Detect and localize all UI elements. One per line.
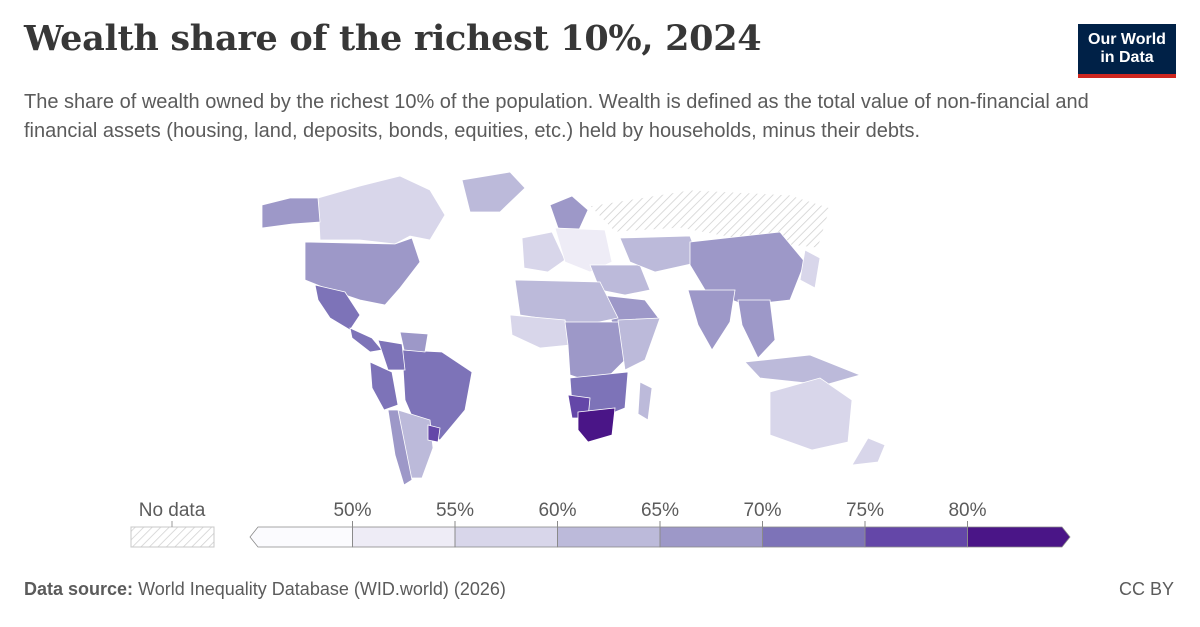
logo-line-2: in Data bbox=[1100, 49, 1154, 66]
region-scandinavia[interactable] bbox=[549, 195, 589, 233]
region-united-states[interactable] bbox=[304, 237, 421, 306]
region-chile[interactable] bbox=[387, 409, 413, 486]
region-greenland[interactable] bbox=[461, 171, 526, 213]
legend-tick-label: 50% bbox=[333, 500, 371, 521]
legend-no-data-label: No data bbox=[139, 500, 206, 521]
region-east-africa[interactable] bbox=[617, 317, 661, 371]
region-madagascar[interactable] bbox=[637, 381, 653, 421]
region-alaska-us[interactable] bbox=[261, 197, 321, 229]
license[interactable]: CC BY bbox=[1118, 579, 1174, 599]
map-regions bbox=[261, 171, 886, 486]
source-label: Data source: bbox=[24, 579, 134, 599]
legend-bin-7 bbox=[967, 526, 1071, 548]
chart-title: Wealth share of the richest 10%, 2024 bbox=[24, 18, 762, 59]
region-south-africa[interactable] bbox=[577, 407, 616, 443]
legend-tick-label: 60% bbox=[538, 500, 576, 521]
logo-accent-bar bbox=[1078, 74, 1176, 78]
region-west-africa[interactable] bbox=[509, 314, 571, 349]
region-australia[interactable] bbox=[769, 377, 853, 451]
source-text[interactable]: World Inequality Database (WID.world) (2… bbox=[138, 579, 506, 599]
owid-logo[interactable]: Our World in Data bbox=[1078, 24, 1176, 78]
region-venezuela[interactable] bbox=[399, 331, 429, 353]
legend-ticks: 50% 55% 60% 65% 70% 75% 80% bbox=[333, 500, 987, 547]
region-japan[interactable] bbox=[799, 249, 821, 289]
region-uruguay[interactable] bbox=[427, 424, 441, 443]
region-india[interactable] bbox=[687, 289, 736, 351]
region-central-america[interactable] bbox=[349, 327, 383, 353]
legend-tick-label: 65% bbox=[641, 500, 679, 521]
legend-bin-2 bbox=[454, 526, 558, 548]
region-western-europe[interactable] bbox=[521, 231, 566, 273]
legend-bin-5 bbox=[762, 526, 866, 548]
legend-bin-0 bbox=[249, 526, 353, 548]
footer-source: Data source: World Inequality Database (… bbox=[24, 579, 506, 600]
region-peru[interactable] bbox=[369, 361, 399, 411]
logo-line-1: Our World bbox=[1088, 31, 1166, 48]
region-canada[interactable] bbox=[317, 175, 446, 245]
legend-tick-label: 55% bbox=[436, 500, 474, 521]
legend-bins bbox=[249, 526, 1071, 548]
legend-bin-1 bbox=[352, 526, 456, 548]
legend-tick-label: 75% bbox=[846, 500, 884, 521]
legend-tick-label: 70% bbox=[743, 500, 781, 521]
legend-bin-6 bbox=[864, 526, 968, 548]
legend-tick-label: 80% bbox=[948, 500, 986, 521]
region-indonesia[interactable] bbox=[744, 354, 862, 386]
legend-bin-3 bbox=[557, 526, 661, 548]
region-north-africa[interactable] bbox=[514, 279, 619, 326]
legend-bin-4 bbox=[659, 526, 763, 548]
chart-subtitle: The share of wealth owned by the richest… bbox=[24, 91, 1089, 142]
region-colombia[interactable] bbox=[377, 339, 406, 371]
legend: No data 50% 55% 60% 65% 70% 75% 80% bbox=[130, 500, 1071, 548]
region-southeast-asia[interactable] bbox=[737, 299, 776, 359]
region-central-asia[interactable] bbox=[619, 235, 701, 273]
legend-no-data-swatch bbox=[130, 526, 215, 548]
region-new-zealand[interactable] bbox=[851, 437, 886, 466]
